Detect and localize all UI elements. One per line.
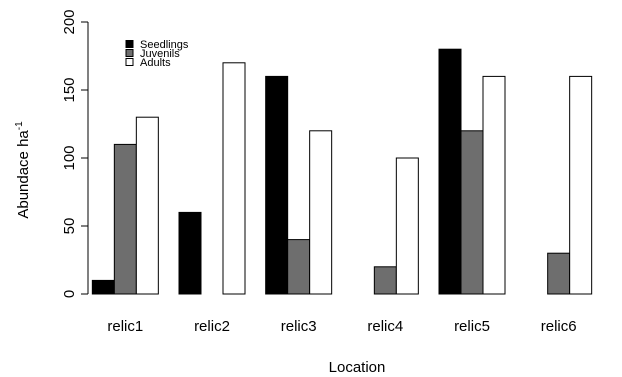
x-tick-label-relic6: relic6 xyxy=(541,318,577,335)
legend-swatch-adults xyxy=(125,58,134,66)
bar-juvenils-relic1 xyxy=(113,143,137,295)
bar-adults-relic2 xyxy=(222,62,246,295)
x-axis-title: Location xyxy=(329,359,386,376)
x-tick-label-relic4: relic4 xyxy=(367,318,403,335)
y-axis-title: Abundace ha-1 xyxy=(14,121,32,219)
bar-adults-relic4 xyxy=(395,157,419,295)
y-tick-label: 0 xyxy=(61,290,78,298)
bar-adults-relic6 xyxy=(569,75,593,295)
bar-juvenils-relic5 xyxy=(460,130,484,295)
y-tick-label: 200 xyxy=(61,9,78,34)
bar-seedlings-relic5 xyxy=(438,48,462,295)
legend-label-seedlings: Seedlings xyxy=(140,39,189,51)
bar-juvenils-relic4 xyxy=(373,266,397,295)
legend-swatch-juvenils xyxy=(125,49,134,57)
y-tick-labels: 0 50 100 150 200 xyxy=(61,9,78,298)
bar-adults-relic3 xyxy=(309,130,333,295)
legend-label-juvenils: Juvenils xyxy=(140,48,180,60)
y-axis-title-text: Abundace ha xyxy=(15,130,32,219)
bar-juvenils-relic3 xyxy=(287,239,311,295)
bar-seedlings-relic3 xyxy=(265,75,289,295)
legend-label-adults: Adults xyxy=(140,57,171,69)
bar-adults-relic1 xyxy=(135,116,159,295)
x-tick-label-relic2: relic2 xyxy=(194,318,230,335)
x-tick-label-relic3: relic3 xyxy=(281,318,317,335)
bar-adults-relic5 xyxy=(482,75,506,295)
plot-area xyxy=(91,48,593,295)
x-tick-labels: relic1 relic2 relic3 relic4 relic5 relic6 xyxy=(107,318,576,335)
bar-seedlings-relic1 xyxy=(91,279,115,295)
y-axis-title-superscript: -1 xyxy=(14,121,25,130)
bar-juvenils-relic6 xyxy=(547,252,571,295)
y-tick-label: 100 xyxy=(61,145,78,170)
y-tick-label: 50 xyxy=(61,218,78,235)
bar-seedlings-relic2 xyxy=(178,211,202,295)
legend-swatch-seedlings xyxy=(125,40,134,48)
y-tick-label: 150 xyxy=(61,77,78,102)
y-axis xyxy=(81,21,89,295)
x-tick-label-relic5: relic5 xyxy=(454,318,490,335)
x-tick-label-relic1: relic1 xyxy=(107,318,143,335)
